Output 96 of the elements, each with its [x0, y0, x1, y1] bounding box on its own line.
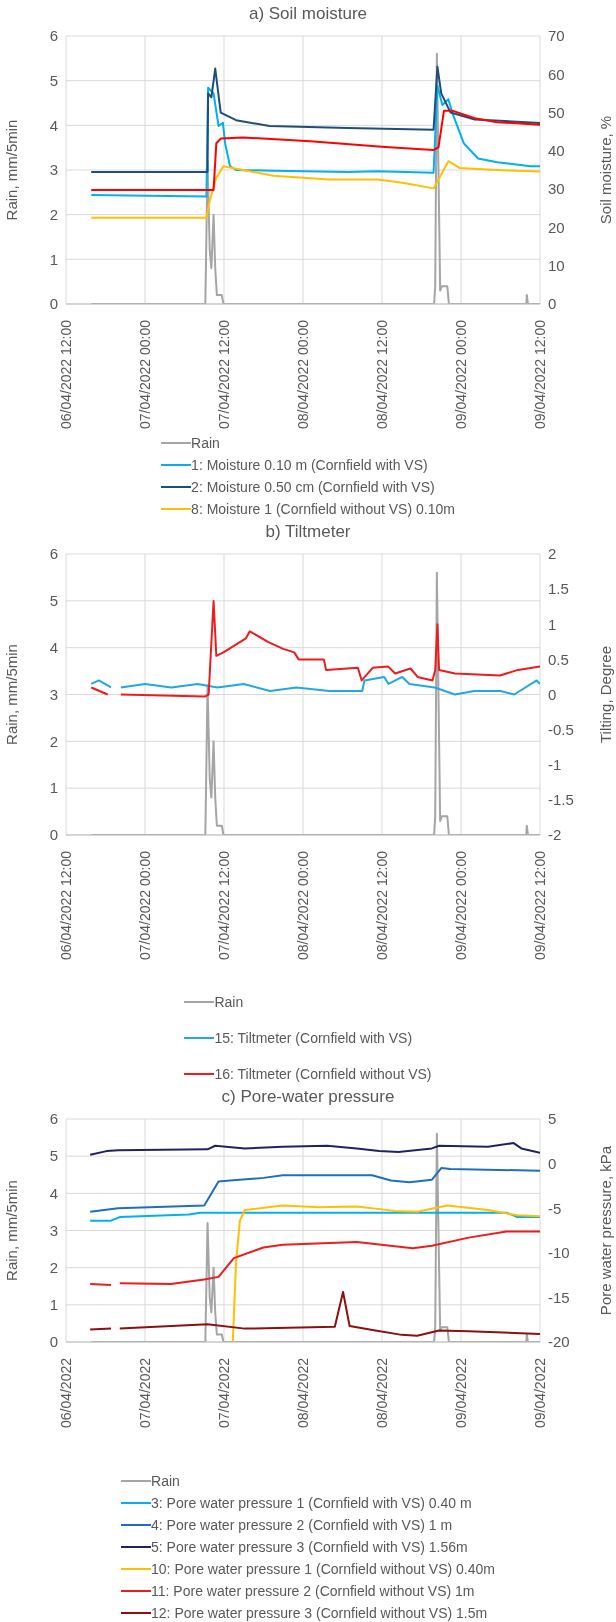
- y2-tick-label: -1.5: [548, 791, 574, 809]
- y-axis-title: Rain, mm/5min: [3, 1180, 21, 1281]
- chart-title: c) Pore-water pressure: [220, 1086, 396, 1108]
- y2-tick-label: 20: [548, 218, 565, 236]
- x-tick-label: 09/04/2022: [532, 1357, 548, 1429]
- legend-label: 8: Moisture 1 (Cornfield without VS) 0.10m: [191, 500, 455, 518]
- y-tick-label: 4: [49, 116, 58, 134]
- line-series: [90, 160, 540, 219]
- legend-label: 5: Pore water pressure 3 (Cornfield with VS) 1.56m: [151, 1538, 468, 1556]
- x-tick-label: 07/04/2022: [137, 1357, 153, 1429]
- y2-tick-label: 1: [548, 615, 557, 633]
- y-tick-label: 1: [49, 779, 58, 797]
- x-tick-label: 07/04/2022 00:00: [137, 850, 153, 960]
- y2-tick-label: -5: [548, 1199, 562, 1217]
- y-tick-label: 6: [49, 545, 58, 563]
- y-tick-label: 2: [49, 1258, 58, 1276]
- legend-label: 4: Pore water pressure 2 (Cornfield with VS) 1 m: [151, 1516, 453, 1534]
- x-tick-label: 07/04/2022 12:00: [216, 850, 232, 960]
- chart-title: a) Soil moisture: [247, 3, 369, 25]
- line-series: [90, 109, 540, 191]
- x-tick-label: 06/04/2022 12:00: [58, 319, 74, 429]
- y-tick-label: 3: [49, 161, 58, 179]
- y2-tick-label: -20: [548, 1333, 570, 1351]
- y-tick-label: 1: [49, 250, 58, 268]
- line-series: [231, 1204, 540, 1342]
- line-series: [89, 1211, 540, 1222]
- y2-tick-label: 5: [548, 1110, 557, 1128]
- x-tick-label: 08/04/2022: [374, 1357, 390, 1429]
- y-tick-label: 0: [49, 295, 58, 313]
- y2-tick-label: -1: [548, 756, 562, 774]
- legend-label: Rain: [191, 434, 220, 452]
- y2-tick-label: 0: [548, 1154, 557, 1172]
- y-tick-label: 3: [49, 1221, 58, 1239]
- x-tick-label: 09/04/2022 12:00: [532, 850, 548, 960]
- x-tick-label: 08/04/2022 12:00: [374, 319, 390, 429]
- y-axis-title: Rain, mm/5min: [3, 119, 21, 221]
- x-tick-label: 08/04/2022: [295, 1357, 311, 1429]
- x-tick-label: 07/04/2022 00:00: [137, 319, 153, 429]
- y-tick-label: 6: [49, 1110, 58, 1128]
- y2-axis-title: Soil moisture, %: [597, 115, 615, 225]
- y2-tick-label: -0.5: [548, 720, 574, 738]
- y2-axis-title: Pore water pressure, kPa: [597, 1145, 615, 1316]
- legend-label: 10: Pore water pressure 1 (Cornfield without VS) 0.40m: [151, 1560, 495, 1578]
- legend-label: Rain: [151, 1472, 180, 1490]
- y2-tick-label: -2: [548, 826, 562, 844]
- legend-label: 15: Tiltmeter (Cornfield with VS): [214, 1029, 413, 1047]
- legend-label: 12: Pore water pressure 3 (Cornfield without VS) 1.5m: [151, 1604, 488, 1622]
- legend-label: Rain: [214, 993, 244, 1011]
- x-tick-label: 06/04/2022: [58, 1357, 74, 1429]
- y2-tick-label: 10: [548, 257, 565, 275]
- x-tick-label: 09/04/2022: [453, 1357, 469, 1429]
- y2-tick-label: -10: [548, 1244, 570, 1262]
- y2-tick-label: 0: [548, 685, 557, 703]
- y-tick-label: 5: [49, 592, 58, 610]
- legend-label: 3: Pore water pressure 1 (Cornfield with VS) 0.40 m: [151, 1494, 472, 1512]
- y2-tick-label: 2: [548, 545, 557, 563]
- line-series: [90, 84, 540, 198]
- legend-label: 1: Moisture 0.10 m (Cornfield with VS): [191, 456, 428, 474]
- y2-tick-label: 50: [548, 103, 565, 121]
- x-tick-label: 09/04/2022 12:00: [532, 319, 548, 429]
- y2-tick-label: 40: [548, 142, 565, 160]
- y-tick-label: 2: [49, 732, 58, 750]
- chart-title: b) Tiltmeter: [264, 521, 352, 543]
- x-tick-label: 08/04/2022 12:00: [374, 850, 390, 960]
- line-series: [89, 1167, 540, 1213]
- x-tick-label: 08/04/2022 00:00: [295, 850, 311, 960]
- y2-axis-title: Tilting, Degree: [597, 646, 615, 743]
- x-tick-label: 09/04/2022 00:00: [453, 319, 469, 429]
- y-axis-title: Rain, mm/5min: [3, 644, 21, 745]
- y2-tick-label: 0.5: [548, 650, 569, 668]
- x-tick-label: 07/04/2022: [216, 1357, 232, 1429]
- legend-label: 16: Tiltmeter (Cornfield without VS): [214, 1065, 432, 1083]
- y-tick-label: 4: [49, 638, 58, 656]
- y-tick-label: 0: [49, 826, 58, 844]
- y-tick-label: 0: [49, 1333, 58, 1351]
- y-tick-label: 4: [49, 1184, 58, 1202]
- y-tick-label: 2: [49, 205, 58, 223]
- y2-tick-label: 70: [548, 27, 565, 45]
- y-tick-label: 3: [49, 685, 58, 703]
- x-tick-label: 06/04/2022 12:00: [58, 850, 74, 960]
- y2-tick-label: 30: [548, 180, 565, 198]
- legend-label: 2: Moisture 0.50 cm (Cornfield with VS): [191, 478, 435, 496]
- x-tick-label: 07/04/2022 12:00: [216, 319, 232, 429]
- x-tick-label: 09/04/2022 00:00: [453, 850, 469, 960]
- y-tick-label: 5: [49, 71, 58, 89]
- y-tick-label: 1: [49, 1296, 58, 1314]
- x-tick-label: 08/04/2022 00:00: [295, 319, 311, 429]
- y-tick-label: 6: [49, 27, 58, 45]
- y-tick-label: 5: [49, 1147, 58, 1165]
- legend-label: 11: Pore water pressure 2 (Cornfield without VS) 1m: [151, 1582, 475, 1600]
- y2-tick-label: 0: [548, 295, 557, 313]
- line-series: [90, 65, 540, 173]
- line-series: [89, 1142, 540, 1156]
- y2-tick-label: -15: [548, 1288, 570, 1306]
- y2-tick-label: 60: [548, 65, 565, 83]
- y2-tick-label: 1.5: [548, 580, 569, 598]
